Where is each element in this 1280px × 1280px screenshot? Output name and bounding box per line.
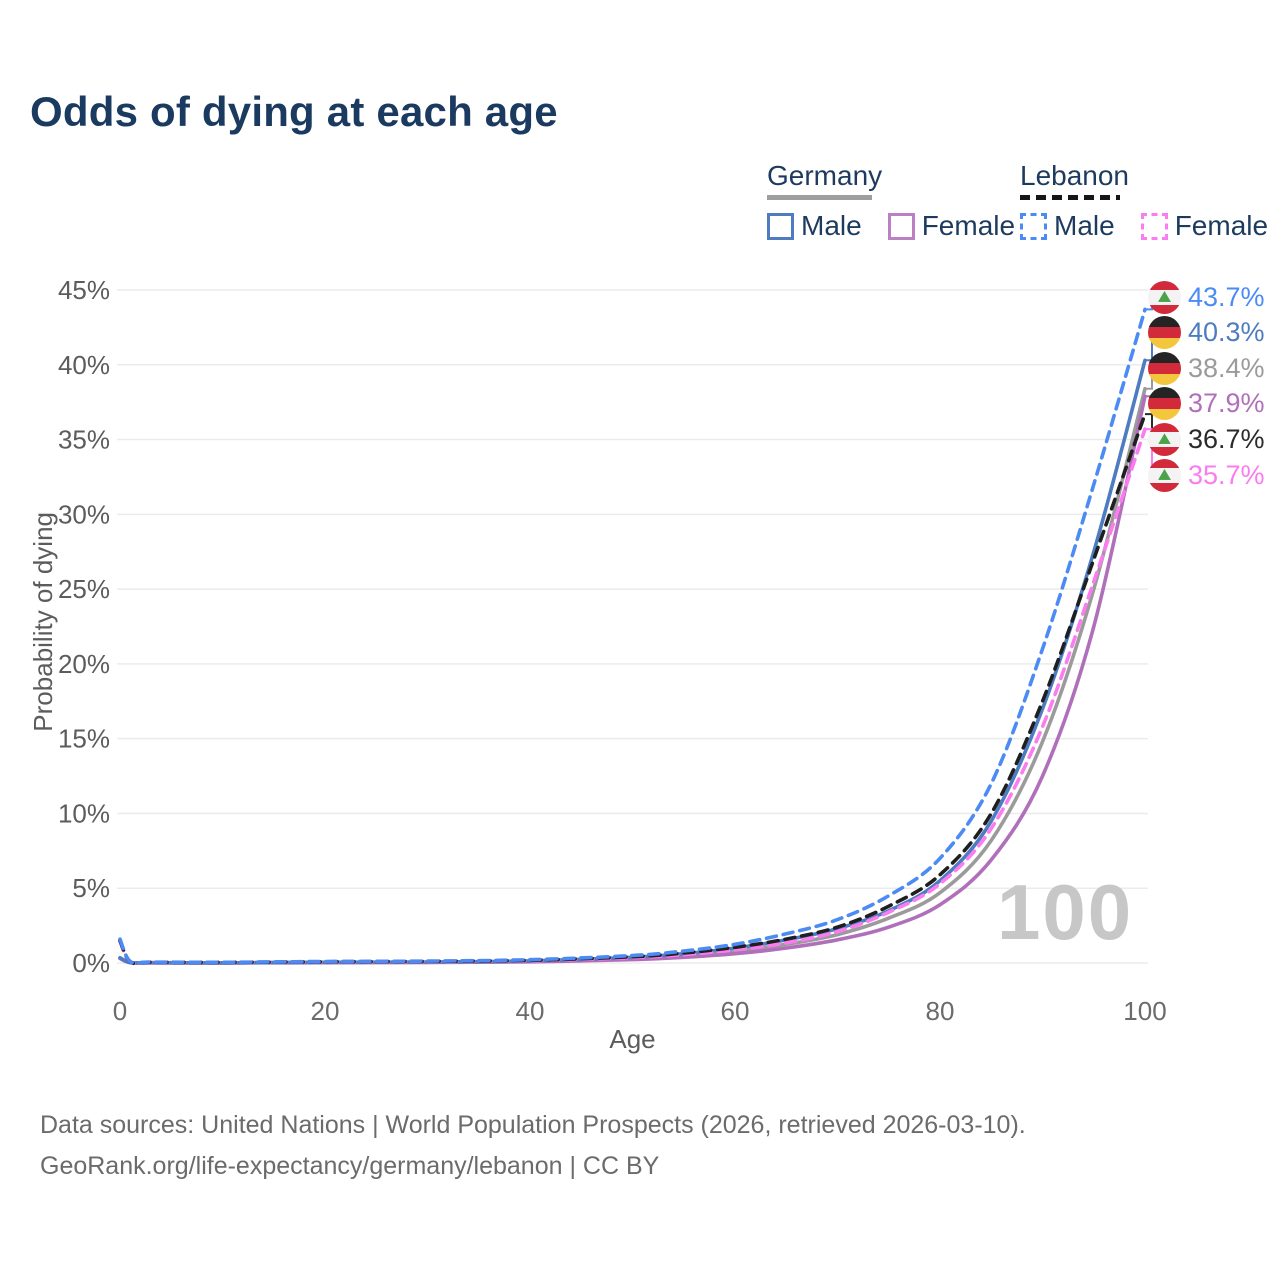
- legend-group-germany: Germany Male Female: [767, 160, 1041, 242]
- legend-row-lebanon: Male Female: [1020, 210, 1280, 242]
- germany-flag-icon: [1148, 387, 1181, 421]
- legend-item-germany-female[interactable]: Female: [887, 210, 1016, 242]
- y-tick-label: 35%: [58, 425, 110, 455]
- germany-flag-icon: [1148, 316, 1181, 350]
- series-line-lebanon-female: [118, 427, 1147, 966]
- legend-item-lebanon-female[interactable]: Female: [1140, 210, 1269, 242]
- cedar-icon: [1158, 468, 1171, 480]
- page-title: Odds of dying at each age: [30, 88, 558, 135]
- legend-country-lebanon: Lebanon: [1020, 160, 1130, 191]
- end-label-value: 37.9%: [1188, 388, 1265, 419]
- x-tick-label: 60: [721, 996, 750, 1026]
- y-tick-label: 20%: [58, 649, 110, 679]
- age-watermark: 100: [997, 868, 1134, 956]
- end-label-value: 36.7%: [1188, 423, 1265, 454]
- series-line-lebanon-total: [118, 412, 1147, 966]
- end-label-value: 38.4%: [1188, 352, 1265, 383]
- end-label-row-germany-male: 40.3%: [1148, 316, 1265, 350]
- y-tick-label: 10%: [58, 798, 110, 828]
- end-label-value: 40.3%: [1188, 317, 1265, 348]
- end-label-row-lebanon-total: 36.7%: [1148, 422, 1265, 456]
- y-tick-label: 25%: [58, 574, 110, 604]
- legend-label-lebanon-female: Female: [1174, 210, 1269, 241]
- germany-male-swatch: [767, 212, 794, 240]
- x-tick-label: 0: [113, 996, 127, 1026]
- x-tick-label: 40: [516, 996, 545, 1026]
- y-tick-label: 0%: [72, 948, 110, 978]
- y-tick-label: 45%: [58, 275, 110, 305]
- x-tick-label: 80: [926, 996, 955, 1026]
- end-label-row-germany-female: 37.9%: [1148, 387, 1265, 421]
- end-label-value: 35.7%: [1188, 459, 1265, 490]
- footer-attribution-line: GeoRank.org/life-expectancy/germany/leba…: [40, 1152, 660, 1180]
- x-tick-label: 20: [311, 996, 340, 1026]
- legend-item-germany-male[interactable]: Male: [767, 210, 862, 242]
- germany-total-line-swatch: [767, 195, 872, 200]
- end-label-row-germany-total: 38.4%: [1148, 351, 1265, 385]
- legend-label-germany-male: Male: [801, 210, 862, 241]
- germany-female-swatch: [887, 212, 915, 240]
- footer: Data sources: United Nations | World Pop…: [40, 1105, 1026, 1187]
- legend-row-germany: Male Female: [767, 210, 1041, 242]
- end-label-value: 43.7%: [1188, 281, 1265, 312]
- cedar-icon: [1158, 433, 1171, 445]
- y-axis-title: Probability of dying: [28, 512, 58, 732]
- series-line-germany-total: [118, 386, 1147, 965]
- y-tick-label: 5%: [72, 873, 110, 903]
- germany-flag-icon: [1148, 351, 1181, 385]
- lebanon-flag-icon: [1148, 458, 1181, 492]
- lebanon-male-swatch: [1020, 212, 1047, 240]
- x-axis-title: Age: [609, 1024, 656, 1054]
- y-tick-label: 30%: [58, 499, 110, 529]
- footer-sources-line: Data sources: United Nations | World Pop…: [40, 1111, 1026, 1139]
- y-tick-label: 15%: [58, 724, 110, 754]
- legend-label-germany-female: Female: [921, 210, 1016, 241]
- lebanon-flag-icon: [1148, 280, 1181, 314]
- legend-country-germany: Germany: [767, 160, 883, 191]
- legend-item-lebanon-male[interactable]: Male: [1020, 210, 1115, 242]
- series-line-germany-female: [118, 394, 1147, 965]
- lebanon-flag-icon: [1148, 422, 1181, 456]
- cedar-icon: [1158, 290, 1171, 302]
- end-label-row-lebanon-male: 43.7%: [1148, 280, 1265, 314]
- series-line-germany-male: [118, 358, 1147, 965]
- legend-group-lebanon: Lebanon Male Female: [1020, 160, 1280, 242]
- end-label-row-lebanon-female: 35.7%: [1148, 458, 1265, 492]
- x-tick-label: 100: [1123, 996, 1166, 1026]
- lebanon-female-swatch: [1140, 212, 1168, 240]
- series-line-lebanon-male: [118, 307, 1147, 966]
- lebanon-total-line-swatch: [1020, 195, 1120, 200]
- y-tick-label: 40%: [58, 350, 110, 380]
- legend-label-lebanon-male: Male: [1054, 210, 1115, 241]
